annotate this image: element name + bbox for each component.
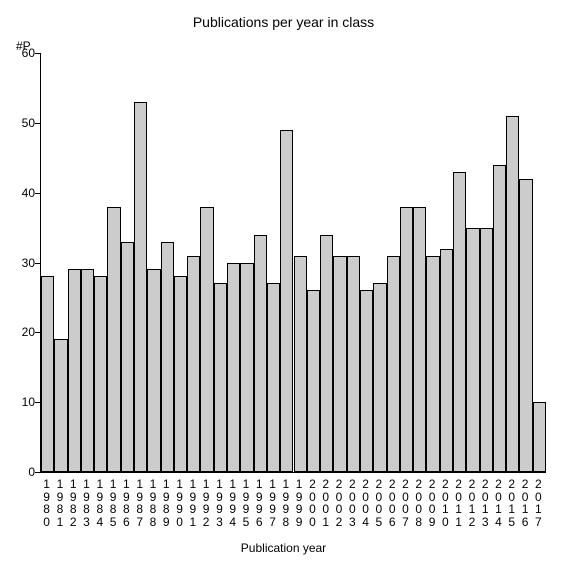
chart-container: Publications per year in class #P Public… — [0, 0, 567, 567]
y-tick-label: 40 — [10, 186, 35, 200]
bar — [54, 339, 67, 472]
x-tick-label: 1993 — [212, 478, 226, 528]
bar — [174, 276, 187, 472]
x-tick-label: 1991 — [186, 478, 200, 528]
bar — [493, 165, 506, 472]
x-tick-label: 2009 — [425, 478, 439, 528]
bar — [320, 235, 333, 472]
x-tick-label: 1990 — [173, 478, 187, 528]
bar — [187, 256, 200, 472]
bar — [214, 283, 227, 472]
y-tick-label: 50 — [10, 116, 35, 130]
x-tick-label: 1980 — [40, 478, 54, 528]
x-tick-label: 2000 — [305, 478, 319, 528]
bar — [267, 283, 280, 472]
bar — [161, 242, 174, 472]
y-tick-label: 30 — [10, 256, 35, 270]
x-tick-label: 1992 — [199, 478, 213, 528]
x-tick-label: 1985 — [106, 478, 120, 528]
x-tick-label: 2004 — [359, 478, 373, 528]
y-tick-label: 60 — [10, 46, 35, 60]
chart-title: Publications per year in class — [0, 14, 567, 30]
bar — [533, 402, 546, 472]
bar — [333, 256, 346, 472]
x-tick-label: 1984 — [93, 478, 107, 528]
x-tick-label: 2016 — [518, 478, 532, 528]
x-tick-label: 1998 — [279, 478, 293, 528]
x-tick-label: 1981 — [53, 478, 67, 528]
x-tick-label: 1987 — [133, 478, 147, 528]
x-tick-label: 1982 — [66, 478, 80, 528]
x-tick-label: 1999 — [292, 478, 306, 528]
bar — [506, 116, 519, 472]
x-tick-label: 1988 — [146, 478, 160, 528]
bar — [254, 235, 267, 472]
x-tick-label: 2003 — [345, 478, 359, 528]
bar — [200, 207, 213, 472]
bar — [94, 276, 107, 472]
y-tick-label: 10 — [10, 395, 35, 409]
bar — [121, 242, 134, 472]
x-tick-label: 2001 — [319, 478, 333, 528]
x-tick-label: 1994 — [226, 478, 240, 528]
x-tick-label: 1997 — [266, 478, 280, 528]
x-tick-label: 2007 — [398, 478, 412, 528]
bar — [107, 207, 120, 472]
x-tick-label: 2006 — [385, 478, 399, 528]
y-tick-label: 20 — [10, 325, 35, 339]
bar — [360, 290, 373, 472]
x-tick-label: 2010 — [438, 478, 452, 528]
x-tick-label: 2002 — [332, 478, 346, 528]
x-tick-label: 2005 — [372, 478, 386, 528]
x-tick-label: 1983 — [80, 478, 94, 528]
bar — [466, 228, 479, 472]
bar — [280, 130, 293, 472]
x-tick-label: 1989 — [159, 478, 173, 528]
bar — [413, 207, 426, 472]
bar — [453, 172, 466, 472]
bar — [294, 256, 307, 472]
bar — [440, 249, 453, 472]
bar — [347, 256, 360, 472]
bar — [68, 269, 81, 472]
bar — [41, 276, 54, 472]
x-tick-label: 1986 — [119, 478, 133, 528]
bar — [519, 179, 532, 472]
x-tick-label: 2017 — [531, 478, 545, 528]
x-tick-label: 2012 — [465, 478, 479, 528]
bar — [387, 256, 400, 472]
bar — [307, 290, 320, 472]
bar — [147, 269, 160, 472]
bars-group — [41, 53, 546, 472]
bar — [240, 263, 253, 473]
x-tick-label: 1995 — [239, 478, 253, 528]
x-tick-label: 2014 — [491, 478, 505, 528]
x-tick-label: 2013 — [478, 478, 492, 528]
y-tick-label: 0 — [10, 465, 35, 479]
bar — [373, 283, 386, 472]
bar — [426, 256, 439, 472]
bar — [480, 228, 493, 472]
x-tick-label: 2015 — [505, 478, 519, 528]
x-axis-label: Publication year — [0, 541, 567, 555]
bar — [227, 263, 240, 473]
bar — [81, 269, 94, 472]
plot-area — [40, 53, 546, 473]
x-tick-label: 2008 — [412, 478, 426, 528]
x-tick-label: 2011 — [452, 478, 466, 528]
bar — [134, 102, 147, 472]
x-tick-label: 1996 — [252, 478, 266, 528]
bar — [400, 207, 413, 472]
